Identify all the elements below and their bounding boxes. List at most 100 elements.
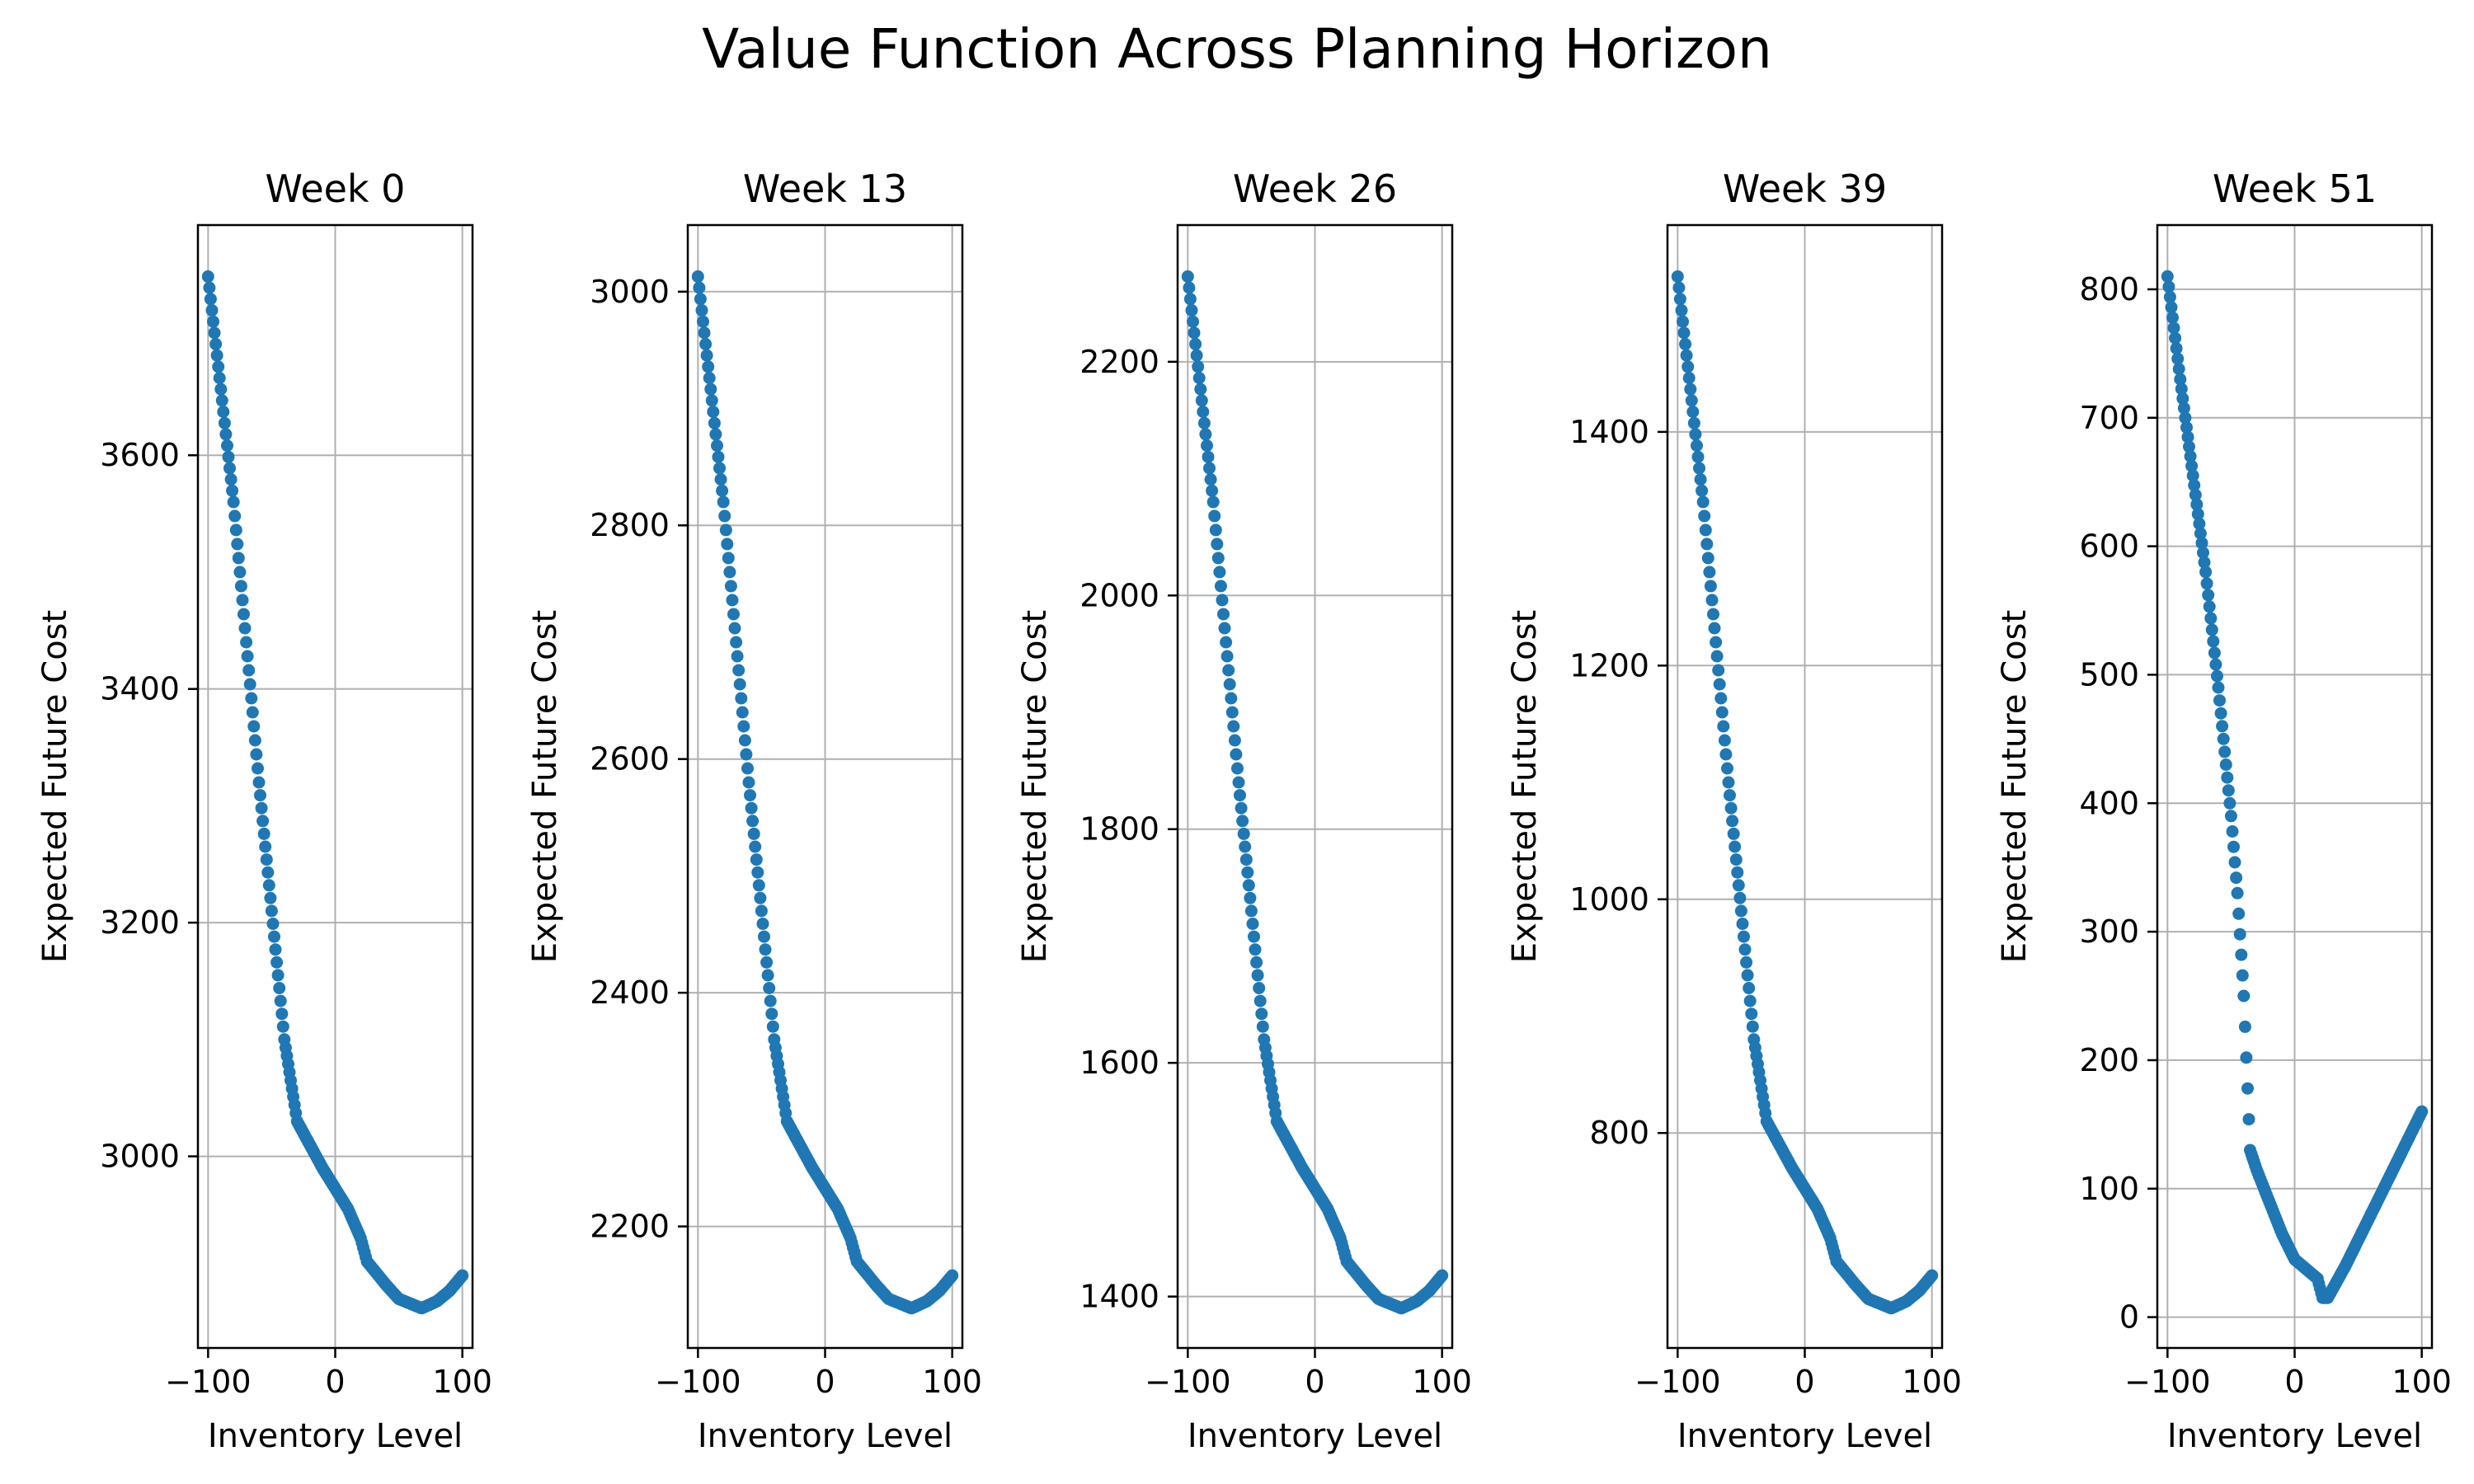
- data-point: [1225, 706, 1239, 719]
- data-point: [698, 326, 711, 340]
- data-point: [1717, 720, 1730, 733]
- subplot-week-39: −100 0 100 800 1000 1200 1400 Week 39 Inventory …: [1506, 167, 1962, 1455]
- data-point: [2224, 810, 2237, 823]
- data-point: [700, 349, 713, 362]
- data-point: [2161, 270, 2174, 283]
- data-point: [738, 734, 751, 747]
- data-point: [752, 879, 765, 892]
- data-point: [250, 748, 263, 761]
- data-point: [201, 270, 214, 283]
- data-point: [746, 815, 760, 828]
- y-tick-label: 2400: [590, 974, 670, 1011]
- data-point: [2163, 290, 2176, 303]
- data-point: [2226, 825, 2239, 838]
- data-point: [1677, 326, 1691, 340]
- data-point: [693, 281, 706, 294]
- subplot-week-51: −100 0 100 0 100 200 300 400 500 600 700 800 Week 51…: [1996, 167, 2452, 1455]
- data-point: [1686, 406, 1700, 418]
- data-point: [707, 406, 720, 418]
- y-tick-label: 2000: [1079, 577, 1159, 613]
- data-point: [1203, 462, 1216, 475]
- subplot-week-0: −100 0 100 3000 3200 3400 3600 Week 0 Inventory …: [36, 167, 492, 1455]
- data-point: [236, 594, 249, 607]
- data-point: [208, 326, 221, 340]
- series-points: [1671, 270, 1939, 1315]
- data-point: [229, 524, 242, 537]
- data-point: [222, 450, 235, 463]
- data-point: [1681, 360, 1695, 373]
- data-point: [2207, 635, 2220, 648]
- data-point: [246, 706, 259, 719]
- data-point: [1727, 827, 1740, 840]
- y-tick-label: 1000: [1569, 881, 1649, 918]
- data-point: [1189, 337, 1202, 350]
- data-point: [737, 720, 750, 733]
- data-point: [1685, 394, 1698, 407]
- data-point: [243, 678, 256, 691]
- data-point: [209, 337, 223, 350]
- data-point: [224, 473, 238, 486]
- data-point: [2167, 322, 2180, 335]
- data-point: [2232, 907, 2246, 920]
- data-point: [1228, 734, 1241, 747]
- x-tick-label: 100: [2392, 1364, 2452, 1400]
- data-point: [1227, 720, 1240, 733]
- data-point: [1250, 956, 1263, 969]
- data-point: [207, 315, 219, 328]
- data-point: [1672, 281, 1686, 294]
- y-tick-label: 3000: [100, 1139, 180, 1175]
- data-point: [1216, 594, 1229, 607]
- x-tick-label: 100: [922, 1364, 982, 1400]
- x-tick-label: 100: [1902, 1364, 1962, 1400]
- data-point: [1682, 372, 1696, 384]
- data-point: [721, 538, 734, 551]
- data-point: [1700, 538, 1714, 551]
- data-point: [2171, 352, 2185, 365]
- y-tick-label: 1200: [1569, 647, 1649, 683]
- data-point: [1222, 664, 1235, 677]
- data-point: [703, 372, 716, 384]
- data-point: [1183, 293, 1197, 306]
- data-point: [1209, 524, 1222, 537]
- y-tick-label: 3000: [590, 274, 670, 310]
- data-point: [1246, 918, 1259, 930]
- data-point: [765, 1007, 778, 1021]
- data-point: [1242, 879, 1255, 892]
- data-point: [1694, 473, 1707, 486]
- x-tick-label: 0: [1305, 1364, 1324, 1400]
- data-point: [1729, 853, 1743, 866]
- data-point: [2209, 658, 2222, 671]
- x-tick-label: −100: [1634, 1364, 1720, 1400]
- y-tick-label: 1800: [1079, 811, 1159, 848]
- data-point: [1221, 650, 1234, 663]
- subplot-week-13: −100 0 100 2200 2400 2600 2800 3000 Week 13 Inven…: [526, 167, 982, 1455]
- data-point: [2211, 669, 2223, 683]
- data-point: [756, 918, 769, 930]
- data-point: [2181, 430, 2194, 444]
- data-point: [2185, 459, 2199, 472]
- data-point: [1214, 580, 1227, 593]
- data-point: [252, 776, 266, 789]
- data-point: [2208, 646, 2221, 660]
- data-point: [744, 789, 756, 802]
- data-point: [2174, 373, 2187, 386]
- data-point: [719, 524, 732, 537]
- data-point: [705, 394, 718, 407]
- data-point: [1743, 994, 1757, 1007]
- data-point: [1736, 918, 1749, 930]
- data-point: [1703, 566, 1716, 579]
- data-point: [2228, 856, 2241, 869]
- data-point: [218, 416, 231, 430]
- y-tick-label: 2600: [590, 741, 670, 777]
- data-point: [1729, 840, 1742, 853]
- data-point: [238, 608, 250, 621]
- data-point: [212, 360, 225, 373]
- data-point: [1256, 1020, 1269, 1033]
- data-point: [1217, 608, 1230, 621]
- data-point: [1211, 552, 1225, 565]
- data-point: [754, 891, 767, 904]
- data-point: [2188, 479, 2201, 492]
- data-point: [256, 815, 270, 828]
- data-point: [1197, 406, 1210, 418]
- data-point: [1208, 510, 1221, 523]
